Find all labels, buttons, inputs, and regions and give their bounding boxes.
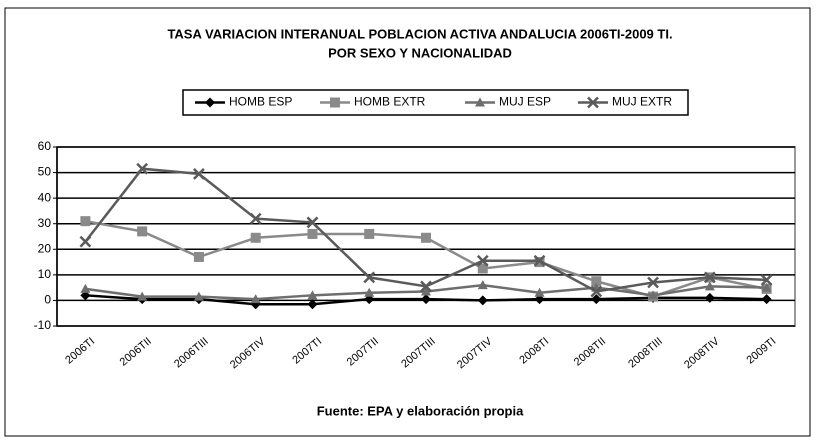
marker (590, 285, 603, 298)
marker (591, 276, 602, 287)
marker (477, 295, 488, 306)
legend-label: MUJ EXTR (612, 95, 672, 109)
marker (477, 280, 488, 290)
marker (421, 294, 431, 305)
marker (306, 216, 319, 229)
chart-subtitle: POR SEXO Y NACIONALIDAD (328, 45, 512, 60)
marker (648, 290, 659, 300)
marker (420, 280, 432, 293)
y-tick-label: 30 (38, 216, 52, 230)
marker (476, 254, 489, 267)
y-tick-label: 0 (44, 293, 51, 307)
y-tick-label: 40 (38, 190, 52, 204)
marker (421, 232, 431, 243)
marker (534, 287, 545, 297)
legend-label: HOMB ESP (229, 95, 292, 109)
marker (79, 235, 92, 248)
marker (703, 271, 716, 284)
marker (80, 216, 91, 227)
marker (193, 291, 204, 301)
legend-marker (205, 97, 215, 108)
y-tick-label: 20 (38, 241, 52, 255)
chart-title: TASA VARIACION INTERANUAL POBLACION ACTI… (167, 26, 672, 41)
marker (193, 251, 204, 262)
marker (364, 287, 375, 297)
y-tick-label: 10 (38, 267, 52, 281)
legend-marker (475, 97, 485, 107)
marker (363, 271, 376, 284)
legend-label: HOMB EXTR (354, 95, 426, 109)
marker (761, 294, 772, 305)
y-tick-label: 50 (38, 165, 52, 179)
marker (421, 286, 431, 296)
marker (307, 299, 318, 310)
marker (250, 294, 261, 304)
marker (591, 294, 602, 305)
marker (761, 282, 772, 292)
y-tick-label: -10 (34, 318, 52, 332)
marker (136, 162, 149, 175)
marker (364, 228, 375, 239)
marker (704, 292, 715, 303)
marker (477, 263, 488, 274)
marker (137, 226, 148, 237)
marker (80, 283, 91, 293)
legend-marker (330, 97, 340, 108)
y-tick-label: 60 (38, 139, 52, 153)
marker (704, 281, 715, 291)
marker (249, 212, 262, 225)
marker (137, 291, 148, 301)
marker (533, 254, 546, 267)
marker (647, 276, 659, 289)
legend-marker (587, 96, 599, 109)
marker (760, 274, 773, 286)
x-axis-label: Fuente: EPA y elaboración propia (317, 403, 524, 418)
marker (307, 290, 318, 300)
marker (193, 167, 205, 180)
marker (250, 232, 261, 243)
marker (307, 228, 318, 239)
legend-label: MUJ ESP (499, 95, 551, 109)
